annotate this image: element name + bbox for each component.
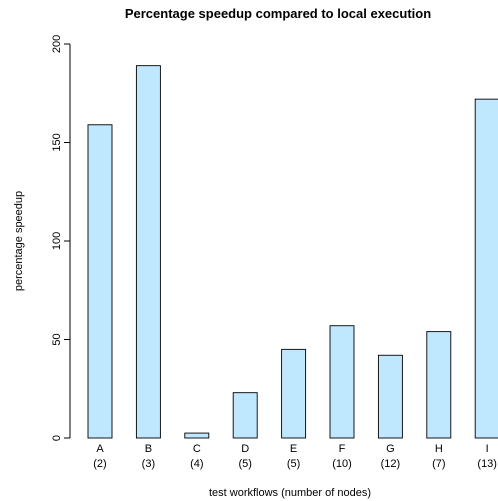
- x-tick-sublabel: (3): [142, 458, 155, 470]
- x-tick-label: H: [435, 443, 443, 455]
- y-tick-label: 100: [51, 232, 63, 250]
- x-tick-label: I: [486, 443, 489, 455]
- y-axis-label: percentage speedup: [13, 191, 25, 291]
- x-tick-sublabel: (10): [332, 458, 352, 470]
- x-tick-sublabel: (5): [238, 458, 251, 470]
- y-tick-label: 200: [51, 35, 63, 53]
- x-tick-sublabel: (4): [190, 458, 203, 470]
- x-axis-labels: A (2) B (3) C (4) D (5) E (5) F (10) G (12) H (7) I (13): [93, 443, 497, 470]
- bar-D: [232, 392, 258, 439]
- bar-G: [377, 354, 403, 439]
- x-tick-label: E: [290, 443, 297, 455]
- x-tick-label: D: [241, 443, 249, 455]
- bar-E: [281, 348, 307, 439]
- x-tick-sublabel: (2): [93, 458, 106, 470]
- y-axis: 0 50 100 150 200: [51, 35, 71, 441]
- x-axis-label: test workflows (number of nodes): [209, 487, 371, 499]
- x-tick-label: A: [96, 443, 104, 455]
- x-tick-sublabel: (7): [432, 458, 445, 470]
- x-tick-sublabel: (12): [381, 458, 401, 470]
- x-tick-sublabel: (5): [287, 458, 300, 470]
- x-tick-label: F: [339, 443, 346, 455]
- y-tick-label: 50: [51, 333, 63, 345]
- x-tick-label: C: [193, 443, 201, 455]
- bar-C: [184, 432, 210, 439]
- bar-I: [474, 98, 498, 439]
- bar-A: [87, 124, 113, 439]
- bar-B: [135, 65, 161, 439]
- x-tick-label: G: [386, 443, 395, 455]
- x-tick-label: B: [145, 443, 152, 455]
- y-tick-label: 150: [51, 133, 63, 151]
- x-tick-sublabel: (13): [477, 458, 497, 470]
- y-tick-label: 0: [51, 435, 63, 441]
- bar-H: [426, 331, 452, 439]
- bars-group: [87, 65, 498, 439]
- bar-F: [329, 325, 355, 439]
- chart-title: Percentage speedup compared to local exe…: [125, 6, 431, 21]
